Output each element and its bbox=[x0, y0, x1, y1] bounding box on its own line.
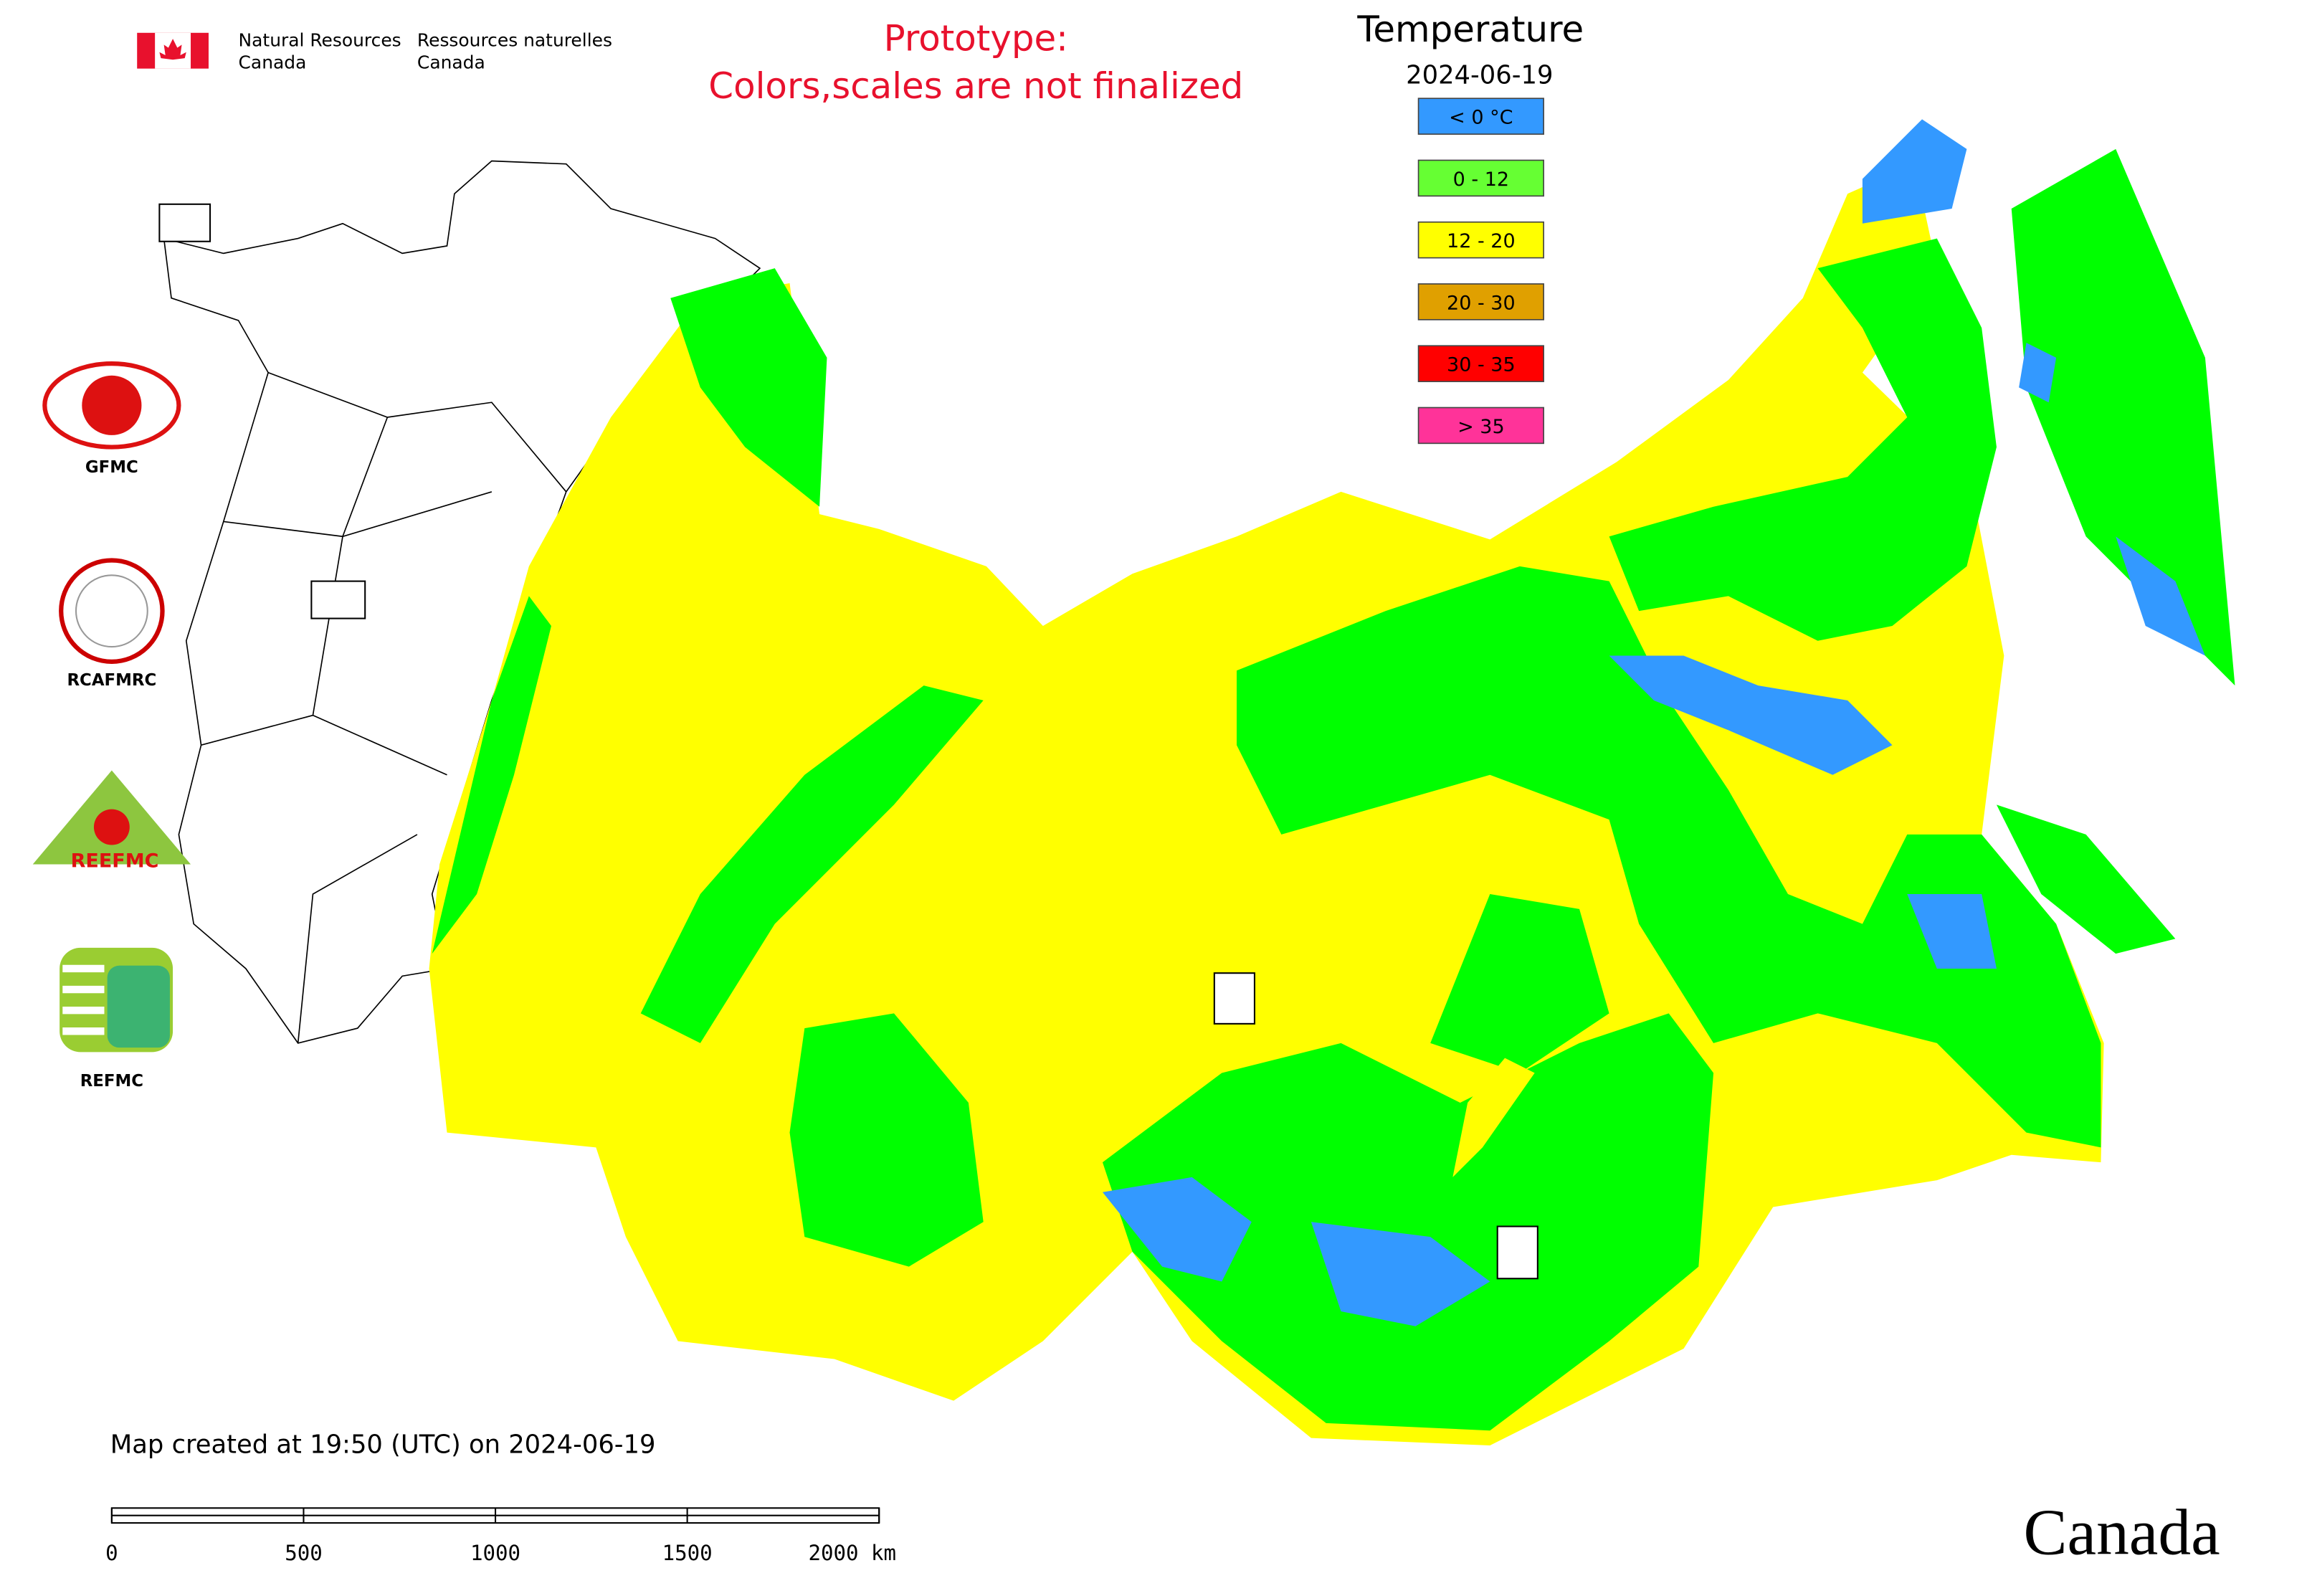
legend-swatch bbox=[1417, 159, 1544, 197]
legend-label: < 0 °C bbox=[1449, 107, 1513, 129]
agency-fr: Ressources naturelles bbox=[417, 29, 612, 50]
logo-label: REFMC bbox=[80, 1072, 143, 1091]
legend-label: 0 - 12 bbox=[1453, 168, 1509, 191]
notice: Prototype: bbox=[884, 18, 1068, 60]
canada-wordmark: Canada bbox=[2024, 1496, 2220, 1569]
legend-label: 20 - 30 bbox=[1447, 292, 1516, 314]
legend-label: 30 - 35 bbox=[1447, 354, 1516, 376]
legend-label: 12 - 20 bbox=[1447, 230, 1516, 252]
agency-fr: Canada bbox=[417, 52, 485, 73]
legend-date: 2024-06-19 bbox=[1406, 60, 1553, 90]
legend: < 0 °C 0 - 12 12 - 20 20 - 30 30 - 35 > 35 bbox=[1417, 98, 1544, 445]
agency-en: Canada bbox=[239, 52, 307, 73]
logo-text: REEFMC bbox=[71, 850, 159, 873]
canada-flag bbox=[137, 32, 209, 69]
map-timestamp: Map created at 19:50 (UTC) on 2024-06-19 bbox=[110, 1430, 656, 1459]
map-markers bbox=[158, 203, 1538, 1280]
logo-label: GFMC bbox=[85, 458, 138, 477]
legend-swatch bbox=[1417, 98, 1544, 135]
scale-label: 2000 km bbox=[809, 1541, 897, 1565]
logo-label: RCAFMRC bbox=[67, 671, 156, 690]
legend-title: Temperature bbox=[1356, 9, 1584, 50]
legend-swatch bbox=[1417, 407, 1544, 445]
scale-label: 500 bbox=[285, 1541, 323, 1565]
legend-swatch bbox=[1417, 345, 1544, 382]
scale-label: 1500 bbox=[662, 1541, 713, 1565]
agency-en: Natural Resources bbox=[239, 29, 401, 50]
scale-label: 1000 bbox=[470, 1541, 520, 1565]
scale-bar: 0 500 1000 1500 2000 km bbox=[105, 1507, 897, 1565]
side-logos bbox=[32, 361, 191, 1053]
scale-label: 0 bbox=[105, 1541, 118, 1565]
notice: Colors,scales are not finalized bbox=[708, 65, 1243, 107]
legend-label: > 35 bbox=[1457, 416, 1505, 438]
legend-swatch bbox=[1417, 221, 1544, 259]
legend-swatch bbox=[1417, 283, 1544, 320]
temperature-field bbox=[429, 119, 2235, 1446]
